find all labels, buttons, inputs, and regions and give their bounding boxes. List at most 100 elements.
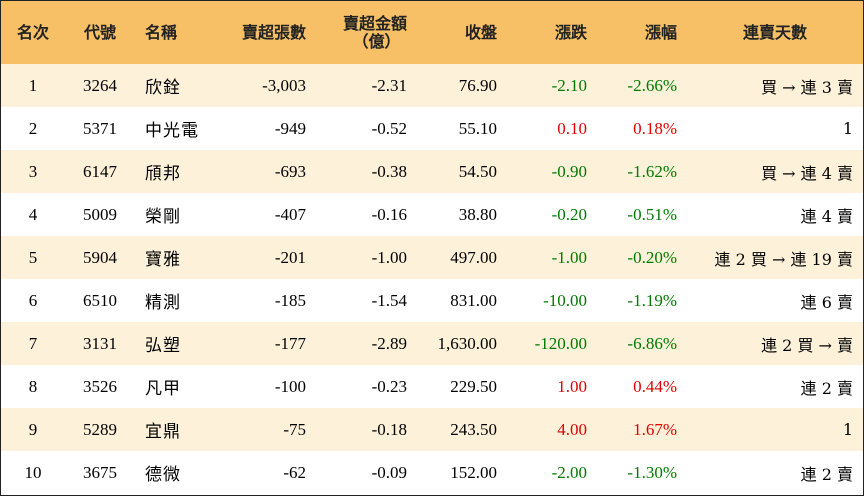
cell-close: 76.90 bbox=[458, 75, 497, 95]
cell-net-sell-lots: -949 bbox=[274, 118, 306, 138]
cell-net-sell-amount: -2.31 bbox=[371, 75, 407, 95]
cell-name: 弘塑 bbox=[145, 336, 181, 356]
cell-change-pct: 1.67% bbox=[633, 419, 677, 439]
cell-name: 凡甲 bbox=[145, 379, 181, 399]
cell-change: -120.00 bbox=[534, 333, 587, 353]
table-row: 7 3131 弘塑 -177 -2.89 1,630.00 -120.00 -6.86% 連 2… bbox=[1, 322, 863, 365]
cell-streak: 連 2 買 → 連 19 賣 bbox=[714, 249, 853, 269]
cell-rank: 8 bbox=[28, 376, 38, 396]
cell-streak: 1 bbox=[842, 119, 853, 138]
cell-net-sell-lots: -100 bbox=[274, 376, 306, 396]
cell-code: 3675 bbox=[83, 462, 117, 482]
cell-change: -2.10 bbox=[551, 75, 587, 95]
table-row: 2 5371 中光電 -949 -0.52 55.10 0.10 0.18% 1 bbox=[1, 107, 863, 150]
cell-net-sell-amount: -1.00 bbox=[371, 247, 407, 267]
header-streak: 連賣天數 bbox=[742, 22, 807, 42]
header-code: 代號 bbox=[83, 22, 116, 42]
cell-rank: 2 bbox=[28, 118, 38, 138]
cell-code: 3264 bbox=[83, 75, 117, 95]
cell-code: 5289 bbox=[83, 419, 117, 439]
cell-net-sell-amount: -2.89 bbox=[371, 333, 407, 353]
cell-streak: 連 2 賣 bbox=[800, 464, 853, 484]
cell-net-sell-lots: -407 bbox=[274, 204, 306, 224]
cell-net-sell-amount: -0.23 bbox=[371, 376, 407, 396]
table-header: 名次 代號 名稱 賣超張數 賣超金額 （億） 收盤 漲跌 漲幅 連賣天數 bbox=[1, 1, 863, 64]
cell-name: 宜鼎 bbox=[145, 422, 181, 442]
cell-change: -10.00 bbox=[543, 290, 587, 310]
cell-close: 831.00 bbox=[450, 290, 497, 310]
table-row: 10 3675 德微 -62 -0.09 152.00 -2.00 -1.30% 連 2 賣 bbox=[1, 451, 863, 494]
cell-code: 5009 bbox=[83, 204, 117, 224]
cell-change-pct: 0.44% bbox=[633, 376, 677, 396]
cell-net-sell-lots: -177 bbox=[274, 333, 306, 353]
cell-change: -2.00 bbox=[551, 462, 587, 482]
cell-rank: 6 bbox=[28, 290, 38, 310]
header-change-pct: 漲幅 bbox=[644, 22, 677, 42]
header-net-sell-lots: 賣超張數 bbox=[241, 22, 306, 42]
cell-name: 德微 bbox=[145, 465, 181, 485]
table-row: 3 6147 頎邦 -693 -0.38 54.50 -0.90 -1.62% 買 → 連 4 … bbox=[1, 150, 863, 193]
cell-close: 497.00 bbox=[450, 247, 497, 267]
cell-change: -0.90 bbox=[551, 161, 587, 181]
header-change: 漲跌 bbox=[554, 22, 587, 42]
cell-change-pct: -2.66% bbox=[627, 75, 677, 95]
cell-change-pct: -6.86% bbox=[627, 333, 677, 353]
cell-name: 欣銓 bbox=[145, 78, 181, 98]
cell-rank: 3 bbox=[28, 161, 38, 181]
table-row: 8 3526 凡甲 -100 -0.23 229.50 1.00 0.44% 連 2 賣 bbox=[1, 365, 863, 408]
cell-code: 6510 bbox=[83, 290, 117, 310]
cell-net-sell-amount: -0.52 bbox=[371, 118, 407, 138]
cell-rank: 10 bbox=[24, 462, 42, 482]
cell-net-sell-lots: -3,003 bbox=[262, 75, 306, 95]
header-net-sell-amount: 賣超金額 （億） bbox=[316, 1, 417, 64]
cell-streak: 連 6 賣 bbox=[800, 292, 853, 312]
cell-rank: 5 bbox=[28, 247, 38, 267]
cell-change: 0.10 bbox=[557, 118, 587, 138]
header-net-sell-amount-unit: （億） bbox=[352, 31, 401, 51]
cell-code: 5371 bbox=[83, 118, 117, 138]
header-rank: 名次 bbox=[16, 22, 49, 42]
table-row: 1 3264 欣銓 -3,003 -2.31 76.90 -2.10 -2.66% 買 → 連 … bbox=[1, 64, 863, 107]
cell-net-sell-lots: -75 bbox=[283, 419, 306, 439]
cell-change-pct: -1.19% bbox=[627, 290, 677, 310]
cell-net-sell-amount: -0.09 bbox=[371, 462, 407, 482]
cell-change-pct: -1.62% bbox=[627, 161, 677, 181]
cell-close: 243.50 bbox=[450, 419, 497, 439]
header-close: 收盤 bbox=[464, 22, 497, 42]
cell-net-sell-amount: -1.54 bbox=[371, 290, 407, 310]
table-row: 9 5289 宜鼎 -75 -0.18 243.50 4.00 1.67% 1 bbox=[1, 408, 863, 451]
cell-net-sell-amount: -0.38 bbox=[371, 161, 407, 181]
cell-streak: 連 4 賣 bbox=[800, 206, 853, 226]
cell-change: -0.20 bbox=[551, 204, 587, 224]
cell-streak: 連 2 賣 bbox=[800, 378, 853, 398]
cell-close: 152.00 bbox=[450, 462, 497, 482]
cell-streak: 買 → 連 3 賣 bbox=[761, 77, 853, 97]
cell-net-sell-lots: -185 bbox=[274, 290, 306, 310]
header-name: 名稱 bbox=[145, 22, 178, 42]
table-row: 6 6510 精測 -185 -1.54 831.00 -10.00 -1.19% 連 6 賣 bbox=[1, 279, 863, 322]
cell-code: 5904 bbox=[83, 247, 117, 267]
cell-change-pct: -1.30% bbox=[627, 462, 677, 482]
cell-close: 54.50 bbox=[458, 161, 497, 181]
table-row: 4 5009 榮剛 -407 -0.16 38.80 -0.20 -0.51% 連 4 賣 bbox=[1, 193, 863, 236]
cell-name: 頎邦 bbox=[145, 164, 181, 184]
cell-change-pct: 0.18% bbox=[633, 118, 677, 138]
cell-name: 寶雅 bbox=[145, 250, 181, 270]
cell-rank: 9 bbox=[28, 419, 38, 439]
cell-code: 3526 bbox=[83, 376, 117, 396]
cell-streak: 買 → 連 4 賣 bbox=[761, 163, 853, 183]
cell-net-sell-lots: -201 bbox=[274, 247, 306, 267]
header-row: 名次 代號 名稱 賣超張數 賣超金額 （億） 收盤 漲跌 漲幅 連賣天數 bbox=[1, 1, 863, 64]
cell-rank: 1 bbox=[28, 75, 38, 95]
cell-close: 55.10 bbox=[458, 118, 497, 138]
cell-change: 1.00 bbox=[557, 376, 587, 396]
cell-streak: 連 2 買 → 賣 bbox=[761, 335, 853, 355]
cell-name: 精測 bbox=[145, 293, 181, 313]
cell-name: 中光電 bbox=[145, 121, 199, 141]
cell-rank: 4 bbox=[28, 204, 38, 224]
cell-net-sell-lots: -693 bbox=[274, 161, 306, 181]
cell-change: -1.00 bbox=[551, 247, 587, 267]
cell-name: 榮剛 bbox=[145, 207, 181, 227]
